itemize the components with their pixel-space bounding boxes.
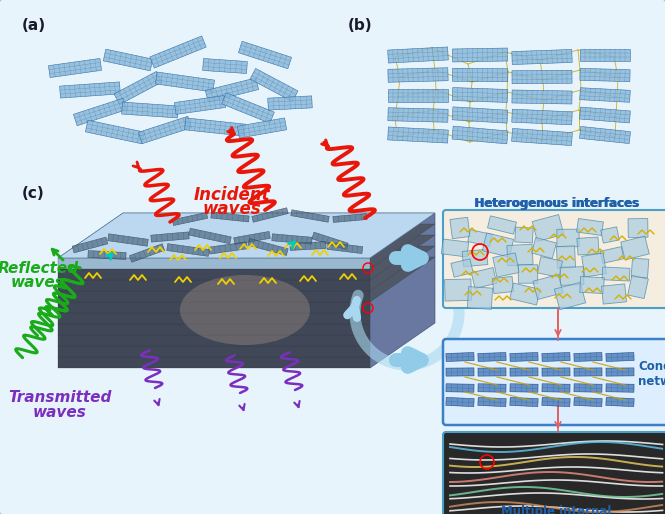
- Polygon shape: [205, 78, 259, 102]
- Polygon shape: [606, 384, 634, 392]
- Polygon shape: [631, 258, 649, 278]
- Polygon shape: [203, 59, 247, 74]
- Polygon shape: [60, 82, 120, 98]
- Polygon shape: [49, 59, 102, 78]
- Text: Incident: Incident: [194, 186, 270, 204]
- Polygon shape: [58, 291, 370, 302]
- Polygon shape: [451, 259, 473, 277]
- Polygon shape: [138, 116, 192, 144]
- Polygon shape: [512, 70, 572, 84]
- Polygon shape: [493, 253, 519, 277]
- Polygon shape: [103, 49, 153, 71]
- Polygon shape: [151, 232, 190, 242]
- Text: (a): (a): [22, 18, 46, 33]
- Ellipse shape: [180, 275, 310, 345]
- Polygon shape: [388, 108, 448, 122]
- Polygon shape: [291, 210, 329, 222]
- Polygon shape: [478, 397, 506, 407]
- Text: Conduction
network: Conduction network: [638, 360, 665, 388]
- Polygon shape: [577, 218, 603, 235]
- Polygon shape: [537, 256, 563, 278]
- Polygon shape: [58, 357, 370, 368]
- Polygon shape: [600, 227, 619, 243]
- FancyBboxPatch shape: [443, 210, 665, 308]
- Text: waves: waves: [203, 200, 261, 218]
- Text: Multiple internal
reflections: Multiple internal reflections: [501, 505, 611, 514]
- Text: waves: waves: [33, 405, 87, 420]
- Polygon shape: [620, 236, 649, 260]
- Polygon shape: [327, 243, 363, 253]
- Polygon shape: [388, 68, 448, 82]
- Polygon shape: [628, 218, 648, 237]
- Polygon shape: [174, 96, 225, 115]
- Polygon shape: [58, 335, 370, 346]
- Text: waves: waves: [11, 275, 65, 290]
- Polygon shape: [467, 287, 493, 309]
- FancyBboxPatch shape: [443, 432, 665, 514]
- Polygon shape: [58, 213, 435, 258]
- Polygon shape: [511, 128, 573, 145]
- Polygon shape: [58, 313, 370, 324]
- Text: Heterogenous interfaces: Heterogenous interfaces: [473, 197, 638, 210]
- Polygon shape: [446, 368, 474, 376]
- Polygon shape: [88, 250, 126, 260]
- FancyBboxPatch shape: [443, 339, 665, 425]
- Polygon shape: [560, 267, 584, 285]
- Polygon shape: [150, 36, 206, 68]
- Polygon shape: [108, 234, 148, 246]
- Polygon shape: [237, 118, 287, 138]
- Polygon shape: [555, 282, 586, 309]
- Polygon shape: [167, 244, 209, 256]
- Polygon shape: [510, 368, 538, 376]
- Polygon shape: [452, 68, 507, 82]
- Polygon shape: [452, 107, 508, 123]
- Polygon shape: [312, 232, 348, 250]
- Polygon shape: [628, 276, 648, 299]
- Polygon shape: [574, 384, 602, 392]
- Polygon shape: [582, 253, 606, 277]
- Polygon shape: [172, 212, 207, 226]
- Polygon shape: [58, 346, 370, 357]
- Polygon shape: [580, 68, 630, 82]
- Polygon shape: [542, 397, 570, 407]
- Polygon shape: [58, 269, 370, 280]
- Polygon shape: [272, 234, 313, 244]
- Polygon shape: [184, 118, 245, 136]
- Polygon shape: [252, 208, 288, 222]
- Polygon shape: [58, 302, 370, 313]
- Polygon shape: [211, 212, 249, 222]
- Polygon shape: [462, 249, 488, 267]
- Polygon shape: [388, 47, 448, 63]
- Polygon shape: [574, 397, 602, 407]
- Polygon shape: [444, 279, 471, 301]
- Polygon shape: [239, 41, 291, 69]
- Polygon shape: [221, 93, 275, 123]
- Polygon shape: [122, 102, 178, 118]
- Polygon shape: [512, 109, 573, 125]
- Polygon shape: [130, 244, 165, 262]
- Text: Heterogenous interfaces: Heterogenous interfaces: [475, 197, 639, 210]
- Polygon shape: [58, 290, 435, 335]
- Polygon shape: [478, 353, 506, 361]
- Polygon shape: [531, 237, 557, 259]
- Polygon shape: [532, 214, 564, 242]
- Polygon shape: [510, 397, 538, 407]
- Polygon shape: [507, 244, 533, 266]
- Polygon shape: [58, 268, 435, 313]
- Polygon shape: [58, 235, 435, 280]
- Polygon shape: [446, 353, 474, 361]
- Polygon shape: [580, 88, 630, 102]
- Polygon shape: [58, 279, 435, 324]
- Polygon shape: [85, 120, 144, 144]
- Polygon shape: [442, 239, 469, 257]
- Polygon shape: [114, 71, 162, 104]
- Polygon shape: [512, 49, 572, 65]
- Polygon shape: [482, 233, 513, 257]
- Polygon shape: [606, 368, 634, 376]
- Polygon shape: [478, 384, 506, 392]
- Text: (c): (c): [22, 186, 45, 201]
- Polygon shape: [602, 267, 630, 281]
- Polygon shape: [73, 98, 126, 126]
- Polygon shape: [478, 368, 506, 376]
